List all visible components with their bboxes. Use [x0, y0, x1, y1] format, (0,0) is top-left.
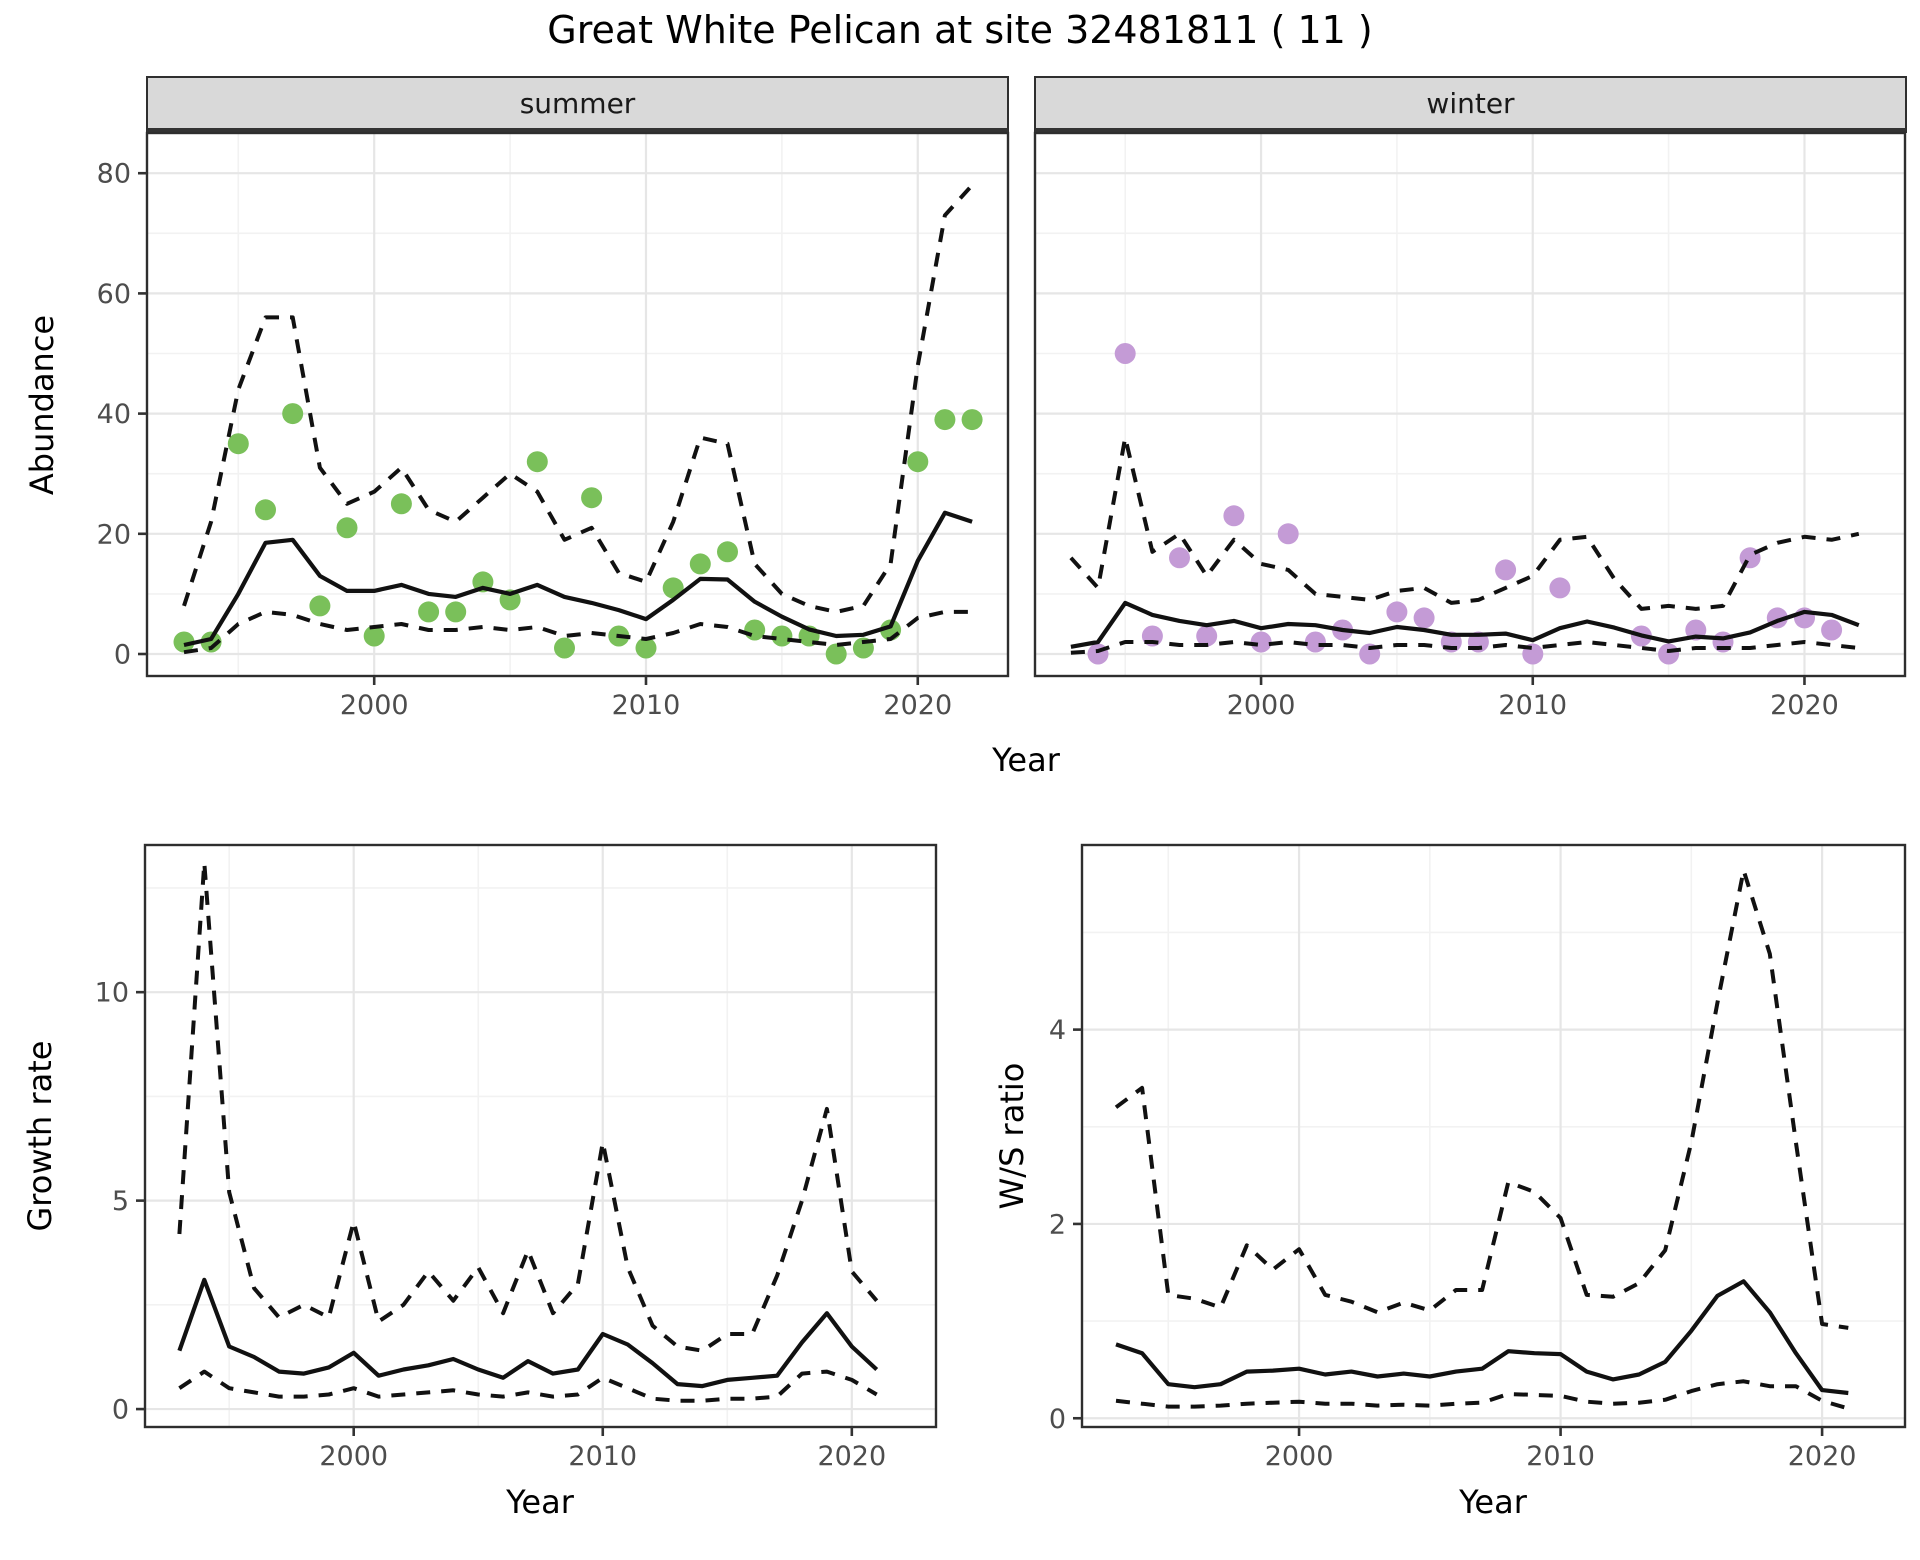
facet-strip-winter-label: winter	[1426, 86, 1515, 120]
panel-growth-rate: 2000 2010 2020 0 5 10	[95, 843, 938, 1472]
observed-count-point	[173, 631, 195, 653]
upper-95ci-line	[1069, 435, 1860, 611]
observed-count-point	[309, 595, 331, 617]
panel-border	[1033, 131, 1907, 678]
facet-strip-summer: summer	[146, 76, 1009, 133]
observed-count-point	[1304, 631, 1326, 653]
upper-95ci-line	[177, 860, 879, 1353]
y-tick-label: 0	[1049, 1404, 1066, 1435]
observed-count-point	[1386, 601, 1408, 623]
observed-count-point	[1821, 619, 1843, 641]
observed-count-point	[336, 517, 358, 539]
y-tick-label: 60	[97, 279, 131, 310]
observed-count-point	[907, 451, 929, 473]
observed-count-point	[227, 433, 249, 455]
y-tick-label: 2	[1049, 1209, 1066, 1240]
x-tick-label: 2010	[1526, 1441, 1595, 1472]
y-tick-label: 20	[97, 519, 131, 550]
observed-count-point	[363, 625, 385, 647]
observed-count-point	[1658, 643, 1680, 665]
observed-count-point	[255, 499, 276, 521]
x-tick-label: 2020	[1770, 690, 1839, 721]
observed-count-point	[771, 625, 793, 647]
observed-count-point	[635, 637, 657, 659]
observed-count-point	[961, 409, 983, 431]
x-tick-label: 2000	[319, 1441, 388, 1472]
observed-count-point	[390, 493, 412, 515]
posterior-mean-line	[1070, 600, 1860, 649]
observed-count-point	[1196, 625, 1218, 647]
y-tick-label: 10	[95, 978, 129, 1009]
y-tick-label: 40	[97, 399, 131, 430]
panel-background	[1035, 133, 1905, 676]
x-tick-label: 2000	[1227, 690, 1296, 721]
observed-count-point	[1413, 607, 1435, 629]
observed-count-point	[418, 601, 440, 623]
panel-abundance-summer: 2000 2010 2020 0 20 40 60 80	[97, 131, 1010, 721]
posterior-mean-line	[177, 1277, 879, 1389]
x-axis-title-year-growth-rate: Year	[506, 1483, 574, 1521]
x-tick-label: 2020	[1788, 1441, 1857, 1472]
chart-title: Great White Pelican at site 32481811 ( 1…	[547, 8, 1373, 52]
observed-count-point	[744, 619, 766, 641]
upper-95ci-line	[182, 183, 974, 614]
posterior-mean-line	[183, 510, 973, 648]
y-tick-label: 5	[112, 1186, 129, 1217]
observed-count-point	[1277, 523, 1299, 545]
x-tick-label: 2010	[612, 690, 681, 721]
y-tick-label: 0	[112, 1395, 129, 1426]
observed-count-point	[934, 409, 956, 431]
panel-ws-ratio: 2000 2010 2020 0 2 4	[1049, 843, 1907, 1472]
observed-count-point	[445, 601, 467, 623]
panel-border	[145, 131, 1010, 678]
x-tick-label: 2000	[1265, 1441, 1334, 1472]
lower-95ci-line	[178, 1369, 878, 1403]
observed-count-point	[1250, 631, 1272, 653]
panel-background	[145, 845, 936, 1427]
x-axis-title-year-top: Year	[992, 741, 1060, 779]
x-tick-label: 2020	[817, 1441, 886, 1472]
panel-border	[1080, 843, 1907, 1429]
posterior-mean-line	[1115, 1279, 1849, 1396]
facet-strip-winter: winter	[1034, 76, 1907, 133]
observed-count-point	[689, 553, 711, 575]
observed-count-point	[282, 403, 304, 425]
y-tick-label: 4	[1049, 1015, 1066, 1046]
y-tick-label: 0	[114, 640, 131, 671]
lower-95ci-line	[183, 609, 973, 655]
panel-border	[143, 843, 938, 1429]
lower-95ci-line	[1070, 640, 1860, 655]
observed-count-point	[717, 541, 738, 563]
observed-count-point	[1549, 577, 1571, 599]
observed-count-point	[825, 643, 847, 665]
x-tick-label: 2020	[883, 690, 952, 721]
observed-count-point	[526, 451, 548, 473]
observed-count-point	[662, 577, 684, 599]
observed-count-point	[1169, 547, 1190, 569]
observed-count-point	[554, 637, 575, 659]
facet-strip-summer-label: summer	[519, 86, 636, 120]
x-tick-label: 2000	[340, 690, 409, 721]
observed-count-point	[1495, 559, 1517, 581]
observed-count-point	[1114, 343, 1136, 364]
upper-95ci-line	[1114, 868, 1849, 1330]
x-axis-title-year-ws-ratio: Year	[1459, 1483, 1527, 1521]
observed-count-point	[1223, 505, 1245, 527]
observed-count-point	[581, 487, 603, 509]
x-tick-label: 2010	[1498, 690, 1567, 721]
x-tick-label: 2010	[568, 1441, 637, 1472]
y-tick-label: 80	[97, 159, 131, 190]
panel-abundance-winter: 2000 2010 2020	[1033, 131, 1907, 721]
panel-background	[1082, 845, 1905, 1427]
observed-count-point	[200, 631, 222, 653]
